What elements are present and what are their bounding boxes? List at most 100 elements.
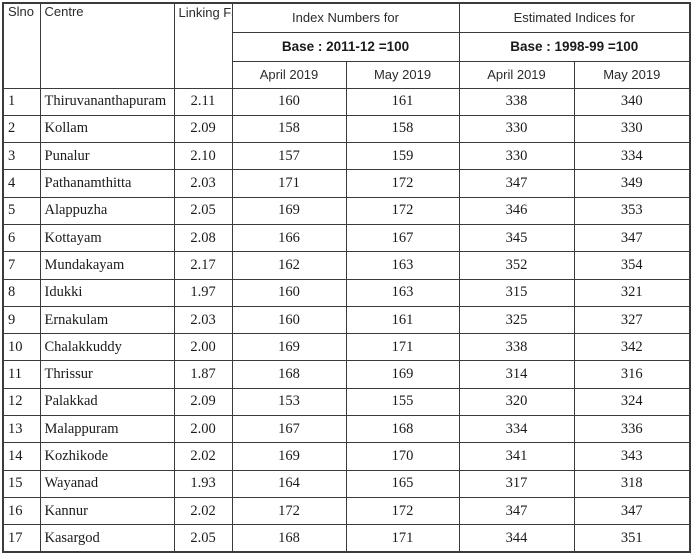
cell-centre: Punalur: [39, 142, 175, 171]
cell-slno: 4: [2, 169, 41, 198]
cell-linking-factor: 2.05: [173, 196, 233, 225]
cell-centre: Alappuzha: [39, 196, 175, 225]
table-row: 5 Alappuzha 2.05 169 172 346 353: [2, 196, 691, 225]
cell-index-may: 167: [345, 223, 460, 253]
cell-estimated-may: 343: [573, 442, 691, 471]
cell-estimated-april: 338: [458, 87, 575, 116]
cell-linking-factor: 1.87: [173, 360, 233, 389]
cell-index-may: 171: [345, 524, 460, 553]
cell-index-april: 160: [231, 305, 347, 335]
col-header-estimated-may: May 2019: [573, 60, 691, 89]
cell-linking-factor: 2.02: [173, 496, 233, 526]
cell-index-april: 166: [231, 223, 347, 253]
col-header-index-may: May 2019: [345, 60, 460, 89]
cell-centre: Thrissur: [39, 360, 175, 389]
cell-linking-factor: 2.10: [173, 142, 233, 171]
table-row: 6 Kottayam 2.08 166 167 345 347: [2, 223, 691, 253]
cell-index-april: 160: [231, 278, 347, 307]
cell-centre: Palakkad: [39, 387, 175, 417]
cell-estimated-april: 346: [458, 196, 575, 225]
cell-centre: Kasargod: [39, 524, 175, 553]
cell-slno: 8: [2, 278, 41, 307]
cell-centre: Wayanad: [39, 469, 175, 498]
cell-centre: Malappuram: [39, 415, 175, 444]
cell-estimated-may: 324: [573, 387, 691, 417]
cell-estimated-may: 347: [573, 223, 691, 253]
table-row: 11 Thrissur 1.87 168 169 314 316: [2, 360, 691, 389]
cell-estimated-may: 330: [573, 114, 691, 144]
cell-centre: Chalakkuddy: [39, 333, 175, 362]
cell-estimated-april: 341: [458, 442, 575, 471]
col-header-centre: Centre: [39, 2, 175, 89]
cell-centre: Kannur: [39, 496, 175, 526]
table-row: 13 Malappuram 2.00 167 168 334 336: [2, 415, 691, 444]
cell-index-april: 160: [231, 87, 347, 116]
cell-estimated-may: 336: [573, 415, 691, 444]
cell-linking-factor: 2.08: [173, 223, 233, 253]
cell-estimated-april: 314: [458, 360, 575, 389]
index-base-header: Base : 2011-12 =100: [231, 31, 460, 62]
table-row: 17 Kasargod 2.05 168 171 344 351: [2, 524, 691, 553]
cell-index-april: 164: [231, 469, 347, 498]
cell-slno: 2: [2, 114, 41, 144]
col-header-slno: Slno: [2, 2, 41, 89]
cell-estimated-may: 318: [573, 469, 691, 498]
cell-index-may: 155: [345, 387, 460, 417]
cell-index-may: 169: [345, 360, 460, 389]
cell-linking-factor: 2.09: [173, 387, 233, 417]
cell-estimated-april: 315: [458, 278, 575, 307]
cell-index-april: 168: [231, 524, 347, 553]
cell-index-may: 161: [345, 87, 460, 116]
cell-index-may: 163: [345, 278, 460, 307]
cell-linking-factor: 2.00: [173, 333, 233, 362]
cell-centre: Kozhikode: [39, 442, 175, 471]
cell-estimated-may: 349: [573, 169, 691, 198]
cell-slno: 5: [2, 196, 41, 225]
table-body: 1 Thiruvananthapuram 2.11 160 161 338 34…: [2, 87, 691, 553]
cell-centre: Pathanamthitta: [39, 169, 175, 198]
cell-centre: Idukki: [39, 278, 175, 307]
cell-centre: Ernakulam: [39, 305, 175, 335]
estimated-base-header: Base : 1998-99 =100: [458, 31, 691, 62]
table-row: 7 Mundakayam 2.17 162 163 352 354: [2, 251, 691, 280]
cell-index-april: 171: [231, 169, 347, 198]
col-group-estimated-indices: Estimated Indices for: [458, 2, 691, 33]
cell-estimated-april: 347: [458, 496, 575, 526]
cell-index-may: 172: [345, 496, 460, 526]
cell-slno: 10: [2, 333, 41, 362]
table-row: 8 Idukki 1.97 160 163 315 321: [2, 278, 691, 307]
cell-index-may: 172: [345, 196, 460, 225]
col-header-index-april: April 2019: [231, 60, 347, 89]
cell-index-april: 167: [231, 415, 347, 444]
table-row: 12 Palakkad 2.09 153 155 320 324: [2, 387, 691, 417]
cell-slno: 15: [2, 469, 41, 498]
cell-linking-factor: 2.05: [173, 524, 233, 553]
cell-slno: 3: [2, 142, 41, 171]
cell-estimated-april: 317: [458, 469, 575, 498]
cell-estimated-may: 347: [573, 496, 691, 526]
cell-linking-factor: 2.02: [173, 442, 233, 471]
cell-estimated-april: 325: [458, 305, 575, 335]
cell-index-may: 163: [345, 251, 460, 280]
cell-centre: Mundakayam: [39, 251, 175, 280]
cell-index-may: 168: [345, 415, 460, 444]
col-header-linking-factor: Linking Factor *: [173, 2, 233, 89]
cell-centre: Thiruvananthapuram: [39, 87, 175, 116]
cell-index-april: 169: [231, 442, 347, 471]
cell-slno: 9: [2, 305, 41, 335]
cell-index-april: 158: [231, 114, 347, 144]
cell-slno: 7: [2, 251, 41, 280]
cell-estimated-april: 330: [458, 142, 575, 171]
cell-linking-factor: 2.17: [173, 251, 233, 280]
cell-slno: 12: [2, 387, 41, 417]
cell-index-april: 169: [231, 333, 347, 362]
cell-slno: 17: [2, 524, 41, 553]
table-row: 3 Punalur 2.10 157 159 330 334: [2, 142, 691, 171]
cell-estimated-april: 334: [458, 415, 575, 444]
cell-estimated-may: 351: [573, 524, 691, 553]
header-row-groups: Slno Centre Linking Factor * Index Numbe…: [2, 2, 691, 89]
cell-estimated-may: 342: [573, 333, 691, 362]
table-row: 1 Thiruvananthapuram 2.11 160 161 338 34…: [2, 87, 691, 116]
